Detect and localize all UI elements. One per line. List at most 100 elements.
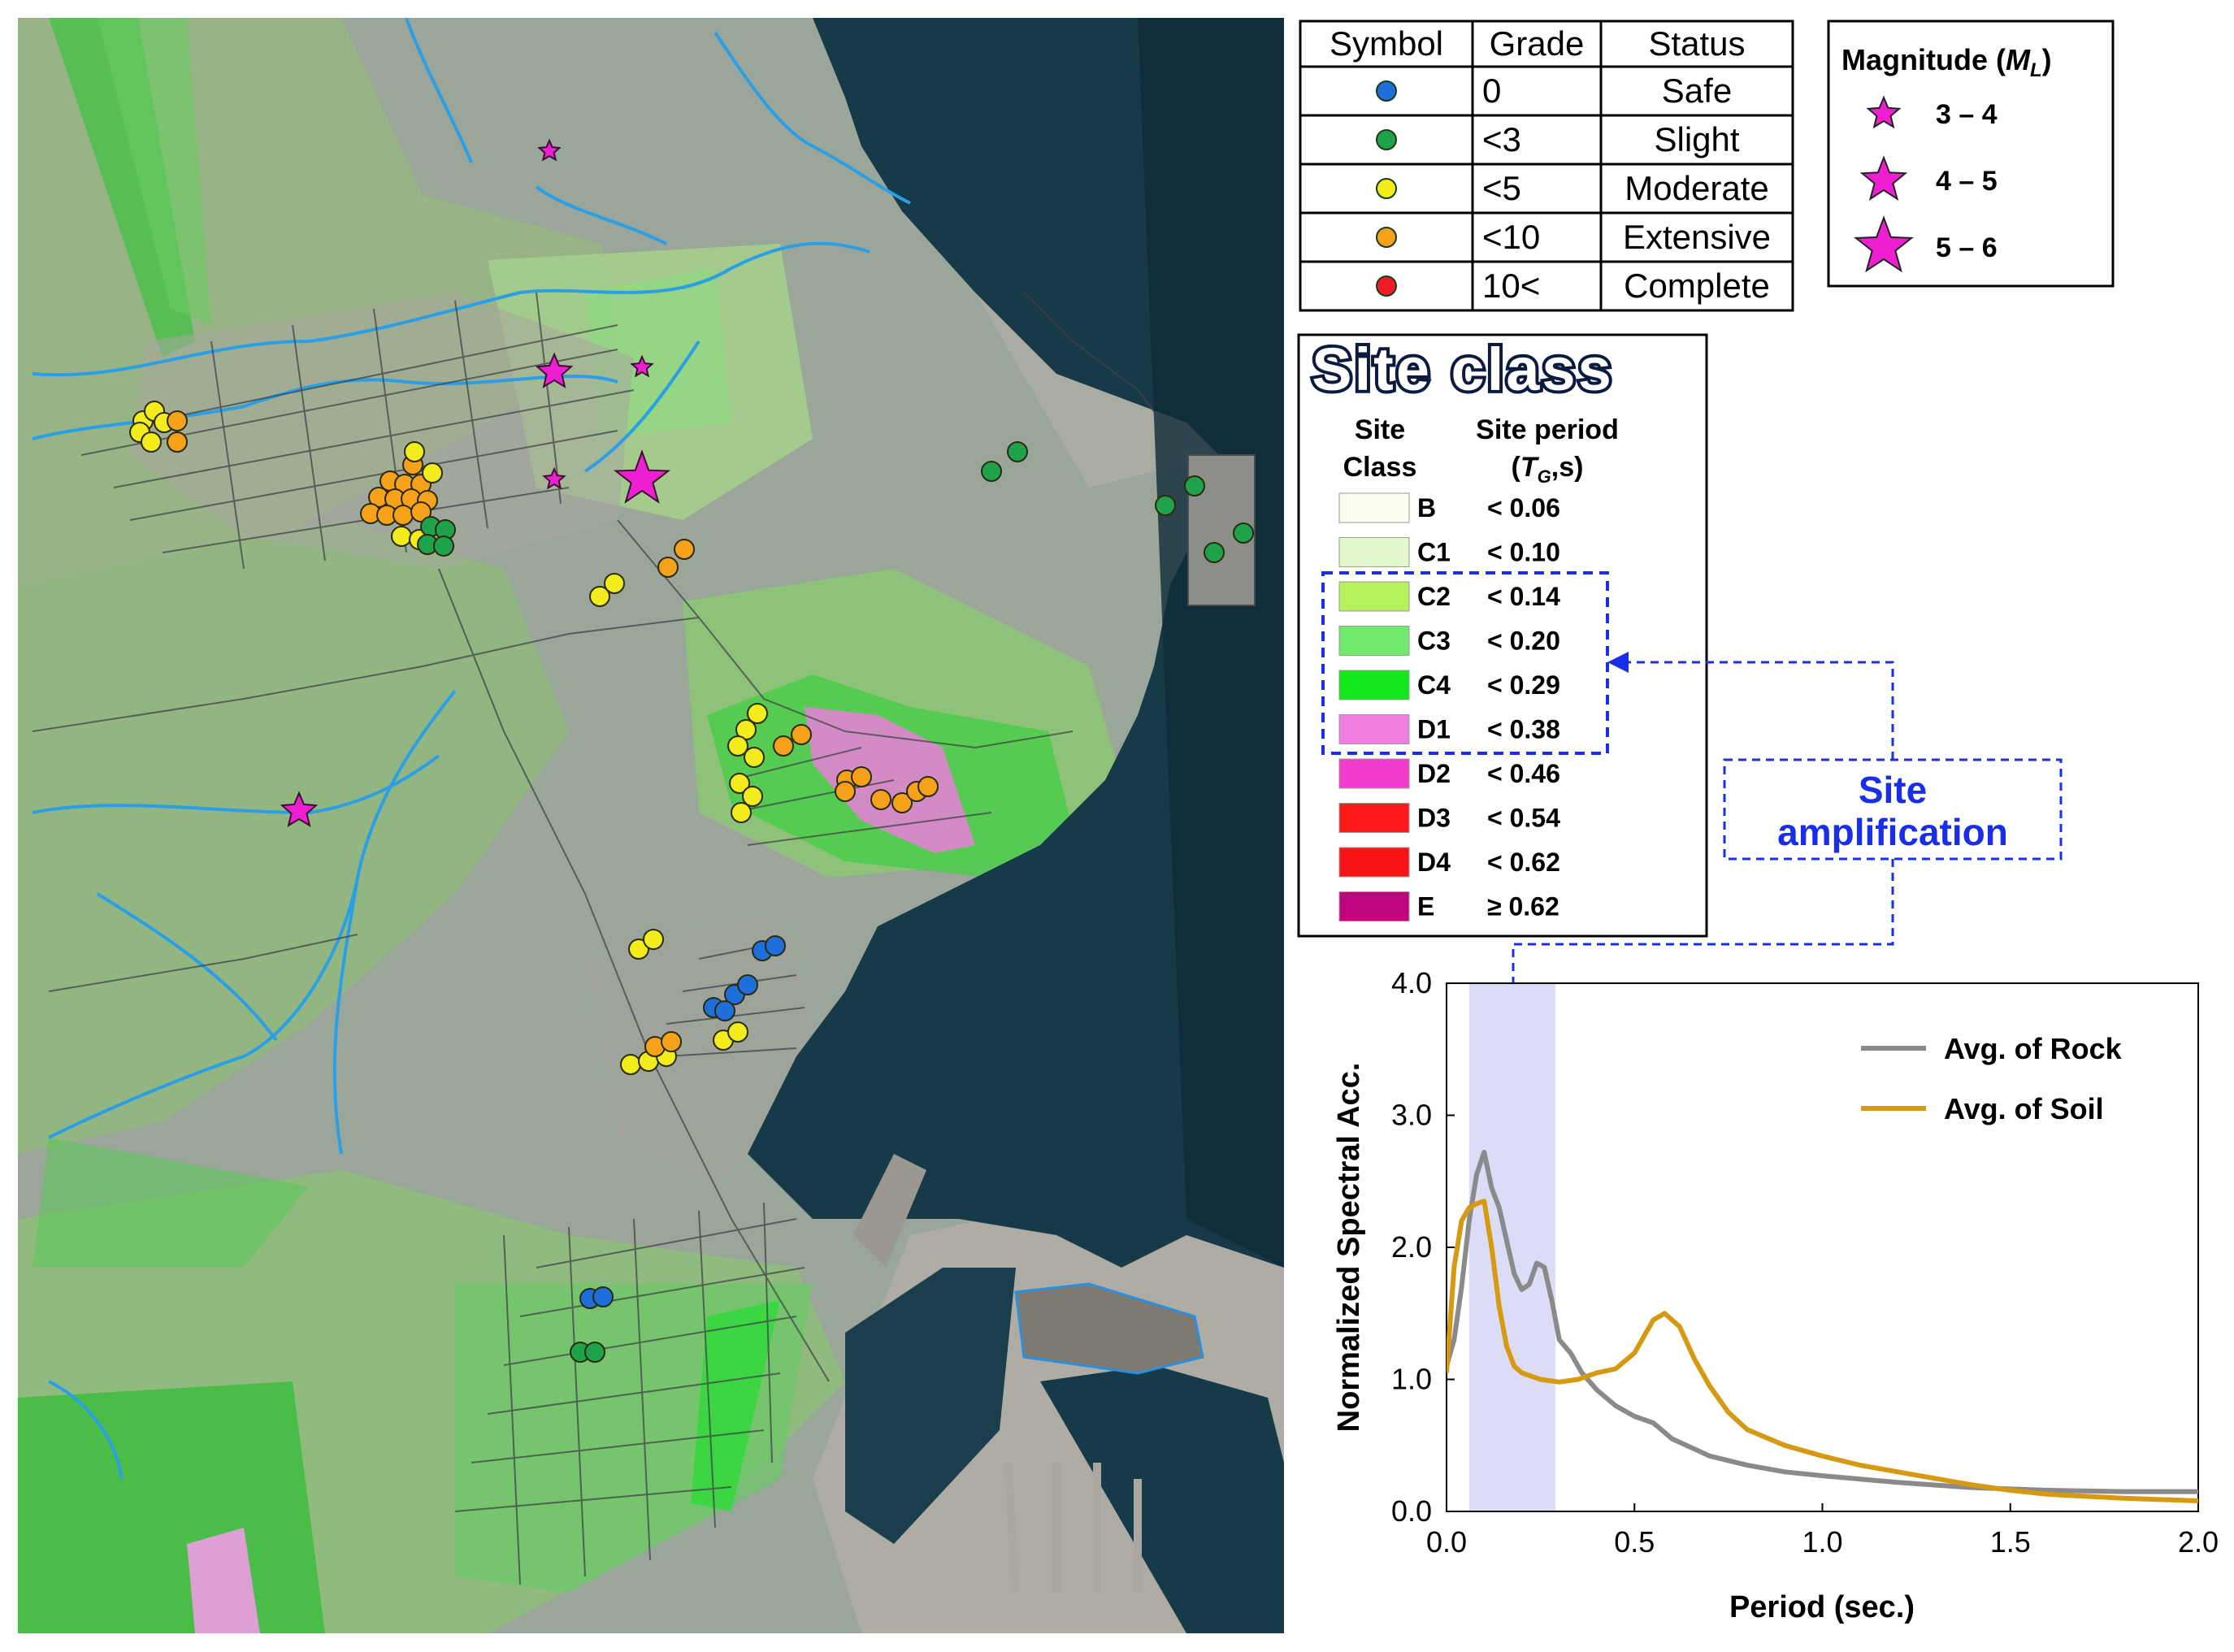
damage-marker (1007, 441, 1028, 462)
site-class-code: C3 (1417, 627, 1451, 656)
damage-marker (674, 539, 695, 560)
site-class-code: D4 (1417, 848, 1451, 877)
damage-marker (773, 735, 794, 757)
damage-marker (141, 431, 162, 453)
damage-marker (589, 586, 610, 607)
damage-symbol (1376, 80, 1397, 102)
site-class-row: B < 0.06 (1338, 492, 1560, 523)
satellite-map[interactable] (18, 18, 1284, 1633)
site-class-period: < 0.38 (1487, 715, 1560, 744)
damage-marker (835, 781, 856, 802)
magnitude-label: 4 – 5 (1936, 166, 1998, 197)
site-class-code: C4 (1417, 670, 1451, 700)
x-axis-ticks: 0.0 0.5 1.0 1.5 2.0 (1426, 1503, 2219, 1559)
site-class-code: C2 (1417, 582, 1451, 611)
site-class-period: < 0.46 (1487, 759, 1560, 788)
damage-marker (729, 773, 750, 794)
damage-marker (744, 747, 765, 768)
damage-marker (167, 410, 188, 431)
damage-legend-row: 10< Complete (1376, 267, 1770, 305)
damage-status: Slight (1654, 120, 1739, 158)
site-class-row: D4 < 0.62 (1338, 847, 1560, 878)
damage-marker (410, 501, 432, 522)
series-line (1447, 1199, 2198, 1503)
site-amplification-highlight-box (1321, 571, 1609, 755)
site-class-period: < 0.14 (1487, 582, 1560, 611)
annotation-line2: amplification (1777, 811, 2008, 853)
damage-marker (391, 526, 412, 547)
site-class-row: C4 < 0.29 (1338, 670, 1560, 700)
damage-marker (643, 929, 664, 950)
damage-marker (604, 573, 625, 594)
legend-label: Avg. of Rock (1944, 1032, 2123, 1065)
damage-marker (620, 1054, 641, 1075)
damage-symbol (1376, 129, 1397, 150)
damage-symbol (1376, 275, 1397, 297)
site-class-period: ≥ 0.62 (1487, 892, 1559, 921)
damage-marker (870, 789, 891, 810)
magnitude-title: Magnitude (ML) (1841, 43, 2052, 81)
plot-area (1446, 982, 2199, 1512)
site-class-code: B (1417, 493, 1436, 522)
site-class-period: < 0.54 (1487, 804, 1560, 833)
site-class-swatch (1338, 626, 1410, 656)
header-symbol: Symbol (1330, 24, 1443, 63)
site-class-row: D2 < 0.46 (1338, 758, 1560, 789)
site-class-code: D2 (1417, 759, 1451, 788)
damage-legend-row: <3 Slight (1376, 120, 1740, 158)
series-line (1447, 1150, 2198, 1494)
chart-legend: Avg. of Rock Avg. of Soil (1861, 1032, 2123, 1125)
connector-to-chart (1512, 859, 1894, 983)
damage-marker (422, 462, 443, 483)
annotation-box (1723, 758, 2063, 861)
earthquake-star (613, 449, 671, 504)
damage-marker (393, 505, 414, 526)
spectral-chart: 0.0 0.5 1.0 1.5 2.0 0.0 1.0 2.0 3.0 4.0 Period (… (1332, 966, 2219, 1624)
x-tick-label: 1.5 (1990, 1525, 2031, 1559)
site-class-swatch (1338, 758, 1410, 789)
damage-marker (747, 703, 768, 724)
damage-symbol (1376, 227, 1397, 248)
damage-marker (657, 557, 679, 578)
connector-to-legend (1624, 661, 1894, 760)
damage-marker (433, 535, 454, 557)
site-class-swatch (1338, 714, 1410, 744)
site-class-period: < 0.10 (1487, 538, 1560, 567)
y-tick-label: 2.0 (1391, 1230, 1432, 1264)
site-class-code: E (1417, 892, 1434, 921)
earthquake-star (630, 354, 654, 378)
site-class-legend: Site class Site Class Site period (TG,s)… (1297, 332, 1708, 938)
damage-status: Extensive (1623, 218, 1771, 256)
magnitude-legend-item: 5 – 6 (1854, 215, 1998, 273)
damage-status: Safe (1662, 72, 1732, 110)
damage-marker (891, 792, 913, 813)
site-class-swatch (1338, 803, 1410, 833)
site-class-period: < 0.29 (1487, 670, 1560, 700)
damage-marker (917, 776, 939, 797)
y-tick-label: 1.0 (1391, 1363, 1432, 1396)
site-class-period: < 0.62 (1487, 848, 1560, 877)
earthquake-star (537, 138, 562, 162)
damage-marker (981, 461, 1002, 482)
site-class-row: E ≥ 0.62 (1338, 891, 1559, 921)
star-icon (1866, 95, 1902, 129)
magnitude-legend-item: 3 – 4 (1866, 95, 1998, 130)
damage-marker (727, 1021, 748, 1043)
damage-legend-row: <5 Moderate (1376, 169, 1769, 207)
site-class-swatch (1338, 847, 1410, 878)
x-tick-label: 0.0 (1426, 1525, 1467, 1559)
damage-grade: <3 (1482, 120, 1521, 158)
magnitude-legend: Magnitude (ML) 3 – 4 4 – 5 5 – 6 (1827, 20, 2115, 288)
x-tick-label: 1.0 (1802, 1525, 1842, 1559)
magnitude-legend-item: 4 – 5 (1859, 155, 1998, 201)
site-amplification-annotation: Site amplification (1512, 652, 2063, 983)
site-class-swatch (1338, 492, 1410, 523)
damage-marker (714, 1000, 735, 1021)
site-class-row: C1 < 0.10 (1338, 537, 1560, 567)
damage-marker (661, 1031, 682, 1052)
damage-marker (592, 1286, 614, 1307)
damage-marker (731, 802, 752, 823)
earthquake-star (542, 466, 566, 490)
y-tick-label: 4.0 (1391, 966, 1432, 999)
damage-marker (1155, 495, 1176, 516)
